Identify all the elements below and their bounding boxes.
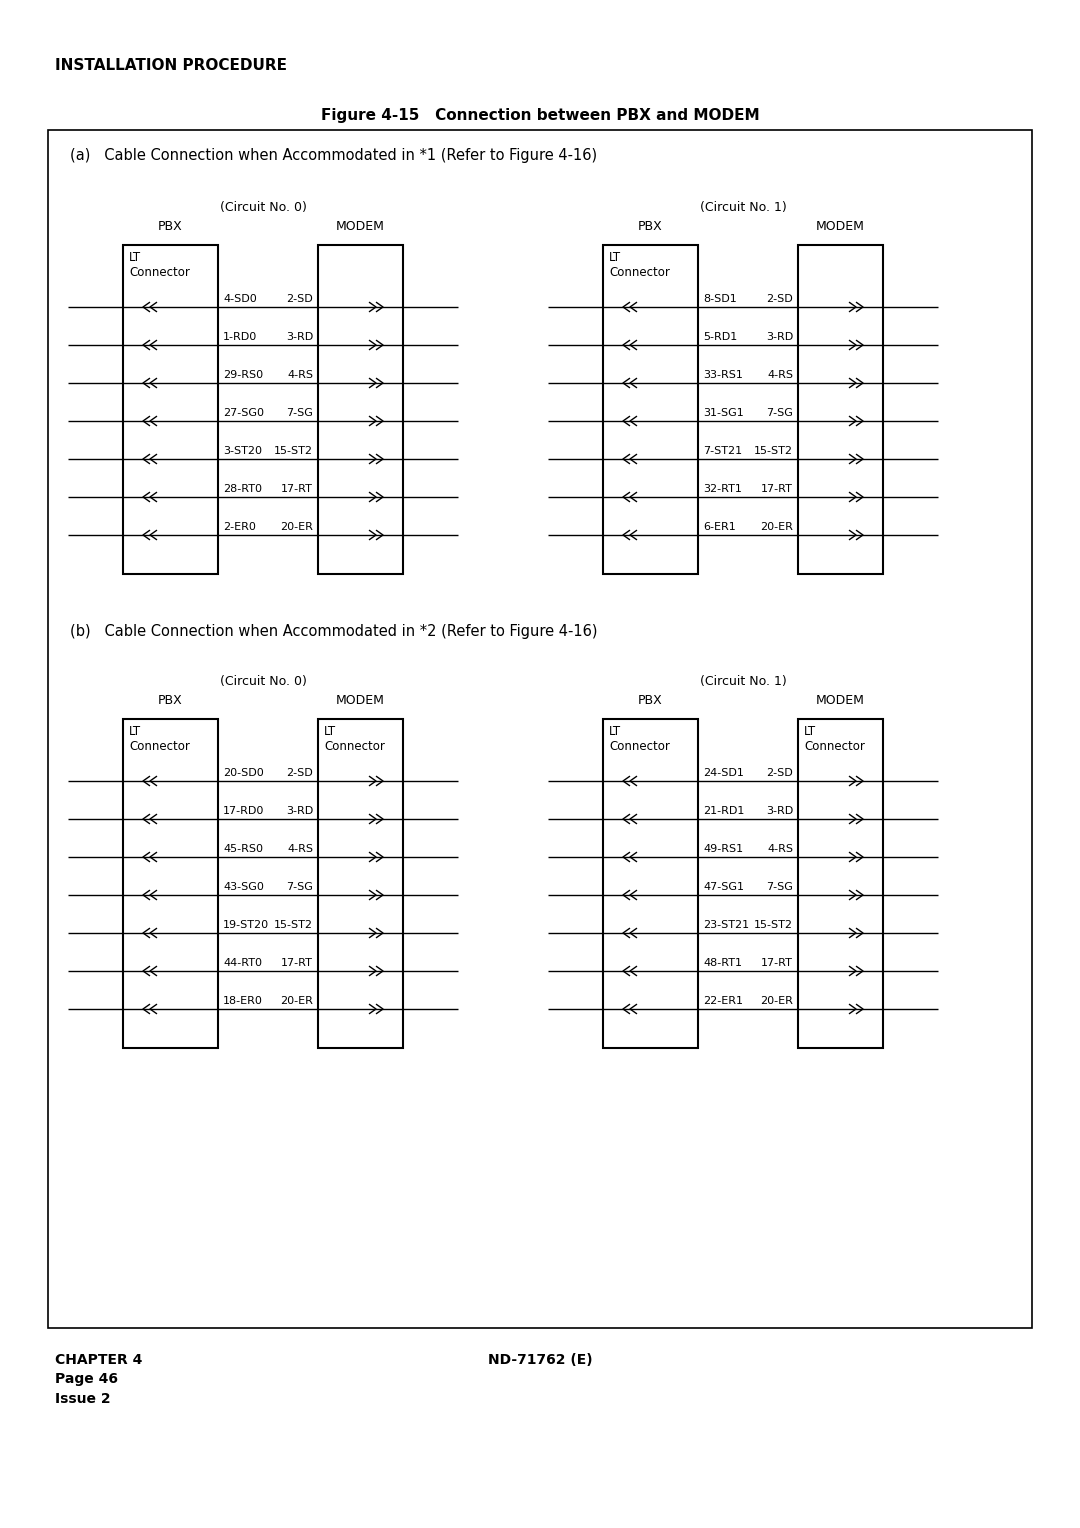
Text: MODEM: MODEM	[336, 695, 384, 707]
Text: 32-RT1: 32-RT1	[703, 484, 742, 494]
Bar	[48, 130, 1032, 1328]
Text: 2-ER0: 2-ER0	[222, 523, 256, 532]
Text: ND-71762 (E): ND-71762 (E)	[488, 1352, 592, 1368]
Text: 3-ST20: 3-ST20	[222, 446, 262, 455]
Text: 5-RD1: 5-RD1	[703, 332, 738, 342]
Text: MODEM: MODEM	[816, 695, 865, 707]
Text: 1-RD0: 1-RD0	[222, 332, 257, 342]
Text: LT
Connector: LT Connector	[804, 724, 865, 753]
Text: (b)   Cable Connection when Accommodated in *2 (Refer to Figure 4-16): (b) Cable Connection when Accommodated i…	[70, 623, 597, 639]
Text: MODEM: MODEM	[336, 220, 384, 234]
Text: 15-ST2: 15-ST2	[754, 446, 793, 455]
Text: 3-RD: 3-RD	[766, 805, 793, 816]
Text: 43-SG0: 43-SG0	[222, 882, 264, 892]
Text: PBX: PBX	[638, 220, 663, 234]
Text: 2-SD: 2-SD	[286, 769, 313, 778]
Bar	[603, 244, 698, 575]
Text: 33-RS1: 33-RS1	[703, 370, 743, 380]
Text: 31-SG1: 31-SG1	[703, 408, 744, 419]
Text: 48-RT1: 48-RT1	[703, 958, 742, 969]
Text: 24-SD1: 24-SD1	[703, 769, 744, 778]
Bar	[318, 720, 403, 1048]
Bar	[123, 244, 218, 575]
Text: 23-ST21: 23-ST21	[703, 920, 750, 931]
Bar	[603, 720, 698, 1048]
Text: 7-ST21: 7-ST21	[703, 446, 742, 455]
Text: 19-ST20: 19-ST20	[222, 920, 269, 931]
Text: (Circuit No. 0): (Circuit No. 0)	[219, 674, 307, 688]
Text: PBX: PBX	[638, 695, 663, 707]
Text: 15-ST2: 15-ST2	[754, 920, 793, 931]
Text: 21-RD1: 21-RD1	[703, 805, 744, 816]
Text: 20-ER: 20-ER	[280, 523, 313, 532]
Text: 17-RT: 17-RT	[761, 484, 793, 494]
Text: LT
Connector: LT Connector	[324, 724, 384, 753]
Bar	[798, 244, 883, 575]
Text: (a)   Cable Connection when Accommodated in *1 (Refer to Figure 4-16): (a) Cable Connection when Accommodated i…	[70, 148, 597, 163]
Text: 44-RT0: 44-RT0	[222, 958, 262, 969]
Text: 17-RD0: 17-RD0	[222, 805, 265, 816]
Text: 28-RT0: 28-RT0	[222, 484, 262, 494]
Text: PBX: PBX	[158, 695, 183, 707]
Text: (Circuit No. 0): (Circuit No. 0)	[219, 200, 307, 214]
Text: 27-SG0: 27-SG0	[222, 408, 264, 419]
Text: 18-ER0: 18-ER0	[222, 996, 262, 1005]
Text: CHAPTER 4
Page 46
Issue 2: CHAPTER 4 Page 46 Issue 2	[55, 1352, 143, 1406]
Text: 4-RS: 4-RS	[767, 843, 793, 854]
Text: (Circuit No. 1): (Circuit No. 1)	[700, 200, 786, 214]
Text: 20-ER: 20-ER	[280, 996, 313, 1005]
Bar	[798, 720, 883, 1048]
Text: 22-ER1: 22-ER1	[703, 996, 743, 1005]
Text: 15-ST2: 15-ST2	[274, 446, 313, 455]
Text: 6-ER1: 6-ER1	[703, 523, 735, 532]
Text: 3-RD: 3-RD	[286, 805, 313, 816]
Bar	[123, 720, 218, 1048]
Text: LT
Connector: LT Connector	[609, 724, 670, 753]
Text: 7-SG: 7-SG	[286, 882, 313, 892]
Text: 15-ST2: 15-ST2	[274, 920, 313, 931]
Text: 3-RD: 3-RD	[766, 332, 793, 342]
Text: 8-SD1: 8-SD1	[703, 293, 737, 304]
Text: 4-RS: 4-RS	[767, 370, 793, 380]
Text: 2-SD: 2-SD	[286, 293, 313, 304]
Text: 2-SD: 2-SD	[766, 293, 793, 304]
Text: 20-ER: 20-ER	[760, 523, 793, 532]
Text: PBX: PBX	[158, 220, 183, 234]
Text: LT
Connector: LT Connector	[609, 251, 670, 280]
Text: 17-RT: 17-RT	[281, 958, 313, 969]
Text: 4-RS: 4-RS	[287, 370, 313, 380]
Text: 20-ER: 20-ER	[760, 996, 793, 1005]
Text: 2-SD: 2-SD	[766, 769, 793, 778]
Text: LT
Connector: LT Connector	[129, 724, 190, 753]
Text: MODEM: MODEM	[816, 220, 865, 234]
Text: 47-SG1: 47-SG1	[703, 882, 744, 892]
Text: (Circuit No. 1): (Circuit No. 1)	[700, 674, 786, 688]
Bar	[318, 244, 403, 575]
Text: LT
Connector: LT Connector	[129, 251, 190, 280]
Text: 3-RD: 3-RD	[286, 332, 313, 342]
Text: 7-SG: 7-SG	[286, 408, 313, 419]
Text: INSTALLATION PROCEDURE: INSTALLATION PROCEDURE	[55, 58, 287, 73]
Text: Figure 4-15   Connection between PBX and MODEM: Figure 4-15 Connection between PBX and M…	[321, 108, 759, 122]
Text: 29-RS0: 29-RS0	[222, 370, 264, 380]
Text: 4-SD0: 4-SD0	[222, 293, 257, 304]
Text: 45-RS0: 45-RS0	[222, 843, 264, 854]
Text: 17-RT: 17-RT	[281, 484, 313, 494]
Text: 20-SD0: 20-SD0	[222, 769, 264, 778]
Text: 49-RS1: 49-RS1	[703, 843, 743, 854]
Text: 7-SG: 7-SG	[766, 882, 793, 892]
Text: 4-RS: 4-RS	[287, 843, 313, 854]
Text: 7-SG: 7-SG	[766, 408, 793, 419]
Text: 17-RT: 17-RT	[761, 958, 793, 969]
